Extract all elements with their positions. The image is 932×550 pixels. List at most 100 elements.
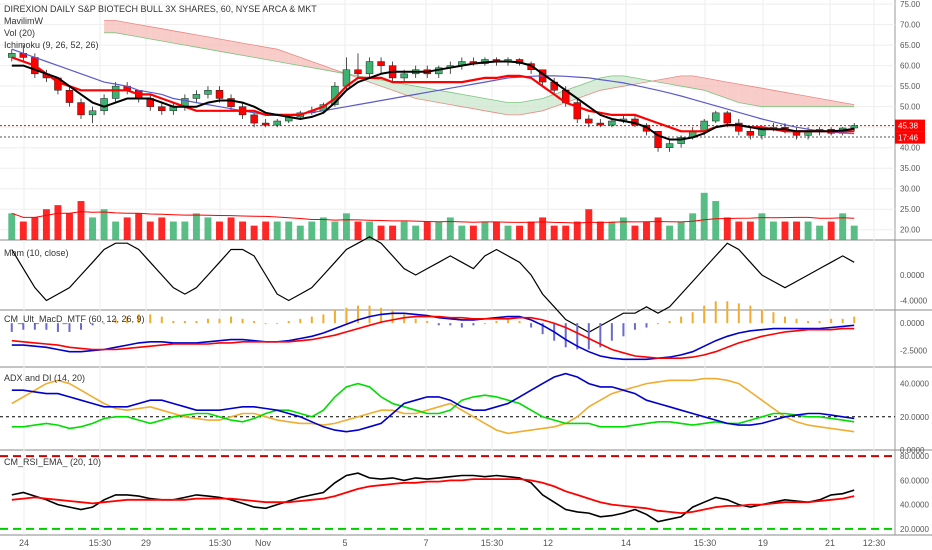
volume-bar[interactable] xyxy=(539,217,547,240)
volume-bar[interactable] xyxy=(769,221,777,240)
volume-bar[interactable] xyxy=(204,217,212,240)
volume-bar[interactable] xyxy=(619,217,627,240)
volume-bar[interactable] xyxy=(308,221,316,240)
volume-bar[interactable] xyxy=(250,225,258,240)
volume-bar[interactable] xyxy=(504,225,512,240)
candle-body[interactable] xyxy=(250,114,258,124)
candle-body[interactable] xyxy=(111,85,120,99)
volume-pane[interactable] xyxy=(8,192,858,240)
volume-bar[interactable] xyxy=(331,221,339,240)
volume-bar[interactable] xyxy=(77,201,85,240)
candle-body[interactable] xyxy=(654,131,662,148)
volume-bar[interactable] xyxy=(827,221,835,240)
volume-bar[interactable] xyxy=(42,209,50,240)
volume-bar[interactable] xyxy=(169,221,177,240)
candle-body[interactable] xyxy=(215,90,224,99)
candle-body[interactable] xyxy=(88,110,97,116)
volume-bar[interactable] xyxy=(100,209,108,240)
volume-bar[interactable] xyxy=(262,221,270,240)
candle-body[interactable] xyxy=(273,120,281,126)
volume-bar[interactable] xyxy=(458,225,466,240)
volume-bar[interactable] xyxy=(700,192,708,240)
volume-bar[interactable] xyxy=(400,221,408,240)
candle-body[interactable] xyxy=(573,102,581,120)
volume-bar[interactable] xyxy=(735,221,743,240)
candle-body[interactable] xyxy=(65,90,74,103)
volume-bar[interactable] xyxy=(654,217,662,240)
volume-bar[interactable] xyxy=(423,221,431,240)
volume-bar[interactable] xyxy=(666,225,674,240)
volume-bar[interactable] xyxy=(550,225,558,240)
volume-bar[interactable] xyxy=(435,221,443,240)
candle-body[interactable] xyxy=(665,143,674,148)
candle-body[interactable] xyxy=(712,112,720,122)
volume-bar[interactable] xyxy=(285,221,293,240)
volume-bar[interactable] xyxy=(781,221,789,240)
volume-bar[interactable] xyxy=(677,221,685,240)
volume-bar[interactable] xyxy=(123,217,131,240)
candle-body[interactable] xyxy=(227,98,235,107)
volume-bar[interactable] xyxy=(296,225,304,240)
volume-bar[interactable] xyxy=(112,221,120,240)
volume-bar[interactable] xyxy=(493,221,500,240)
volume-bar[interactable] xyxy=(192,213,200,240)
macd-pane[interactable] xyxy=(10,301,856,361)
volume-bar[interactable] xyxy=(8,213,16,240)
candle-body[interactable] xyxy=(377,61,385,66)
volume-bar[interactable] xyxy=(689,213,697,240)
volume-bar[interactable] xyxy=(596,221,604,240)
candle-body[interactable] xyxy=(204,90,212,95)
candle-body[interactable] xyxy=(735,122,743,132)
candle-body[interactable] xyxy=(746,131,755,136)
volume-bar[interactable] xyxy=(181,221,189,240)
volume-bar[interactable] xyxy=(31,217,39,240)
adx-pane[interactable] xyxy=(0,372,895,435)
volume-bar[interactable] xyxy=(527,221,535,240)
volume-bar[interactable] xyxy=(516,225,524,240)
candle-body[interactable] xyxy=(8,53,16,58)
volume-bar[interactable] xyxy=(850,225,858,240)
volume-bar[interactable] xyxy=(723,217,731,240)
volume-bar[interactable] xyxy=(227,217,235,240)
candle-body[interactable] xyxy=(723,112,731,124)
candle-body[interactable] xyxy=(400,73,408,79)
volume-bar[interactable] xyxy=(389,225,397,240)
candle-body[interactable] xyxy=(677,137,685,144)
volume-bar[interactable] xyxy=(354,221,362,240)
candle-body[interactable] xyxy=(192,94,201,99)
volume-bar[interactable] xyxy=(793,221,800,240)
candle-body[interactable] xyxy=(608,120,616,126)
volume-bar[interactable] xyxy=(804,221,812,240)
price-pane[interactable] xyxy=(0,20,895,152)
candle-body[interactable] xyxy=(585,118,593,124)
volume-bar[interactable] xyxy=(481,221,489,240)
volume-bar[interactable] xyxy=(54,205,62,240)
rsi-pane[interactable] xyxy=(0,455,895,530)
candle-body[interactable] xyxy=(261,122,270,126)
volume-bar[interactable] xyxy=(469,225,477,240)
volume-bar[interactable] xyxy=(643,221,650,240)
volume-bar[interactable] xyxy=(158,217,166,240)
volume-bar[interactable] xyxy=(135,213,143,240)
volume-bar[interactable] xyxy=(146,221,154,240)
volume-bar[interactable] xyxy=(239,221,247,240)
volume-bar[interactable] xyxy=(342,213,350,240)
momentum-pane[interactable] xyxy=(11,236,855,333)
volume-bar[interactable] xyxy=(746,221,754,240)
candle-body[interactable] xyxy=(158,106,166,112)
volume-bar[interactable] xyxy=(816,225,824,240)
volume-bar[interactable] xyxy=(89,217,97,240)
volume-bar[interactable] xyxy=(66,213,73,240)
candle-body[interactable] xyxy=(850,125,858,129)
candle-body[interactable] xyxy=(596,122,605,126)
volume-bar[interactable] xyxy=(412,225,420,240)
volume-bar[interactable] xyxy=(19,221,27,240)
volume-bar[interactable] xyxy=(712,201,720,240)
volume-bar[interactable] xyxy=(758,213,766,240)
volume-bar[interactable] xyxy=(562,225,570,240)
volume-bar[interactable] xyxy=(366,221,373,240)
volume-bar[interactable] xyxy=(608,221,616,240)
volume-bar[interactable] xyxy=(273,221,281,240)
candle-body[interactable] xyxy=(77,102,85,116)
